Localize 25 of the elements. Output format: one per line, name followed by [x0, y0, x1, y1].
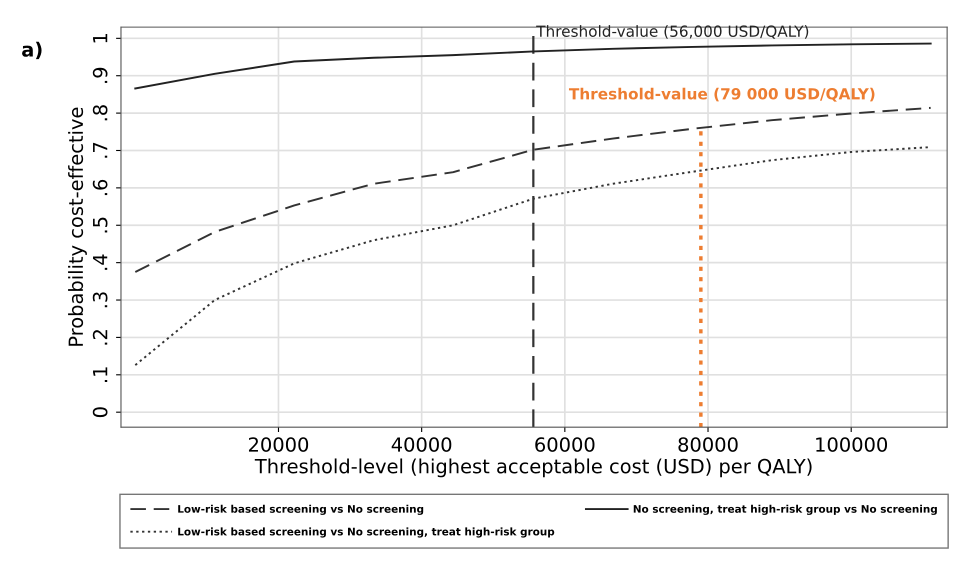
x-tick-label: 60000 [535, 437, 594, 452]
y-axis-title: Probability cost-effective [68, 108, 87, 346]
x-tick-label: 100000 [816, 437, 888, 452]
text: a) [22, 42, 42, 60]
y-tick-label: .5 [93, 218, 108, 232]
y-tick-label: .9 [92, 68, 108, 83]
x-axis-title: Threshold-level (highest acceptable cost (USD) per QALY) [254, 458, 812, 478]
x-tick-label: 40000 [392, 437, 452, 452]
y-tick-label: .7 [93, 142, 108, 158]
y-tick-label: .8 [92, 105, 108, 120]
y-tick-label: .3 [92, 292, 108, 308]
y-tick-label: 0 [92, 407, 108, 418]
y-tick-label: 1 [93, 34, 108, 42]
x-tick-label: 80000 [678, 437, 738, 452]
y-tick-label: .2 [92, 330, 108, 345]
ref-line-label: Threshold-value (56,000 USD/QALY) [536, 25, 808, 39]
y-tick-label: .1 [93, 367, 108, 382]
legend-label: Low-risk based screening vs No screening, treat high-risk group [178, 527, 554, 538]
legend-label: Low-risk based screening vs No screening [178, 504, 424, 515]
y-tick-label: .4 [93, 254, 108, 270]
ref-line-label: Threshold-value (79 000 USD/QALY) [568, 88, 874, 102]
legend-label: No screening, treat high-risk group vs No screening [634, 504, 937, 515]
line-series [134, 42, 932, 90]
x-tick-label: 20000 [248, 437, 308, 452]
y-tick-label: .6 [92, 180, 108, 196]
